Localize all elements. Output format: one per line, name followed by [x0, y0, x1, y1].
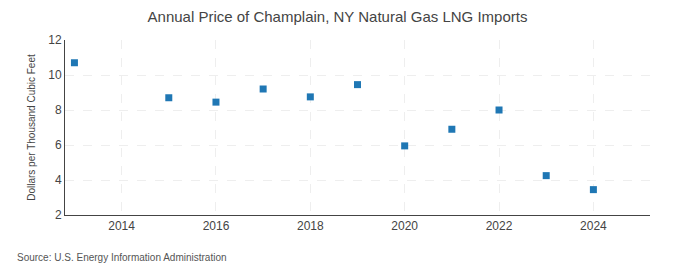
svg-text:2024: 2024 — [580, 219, 607, 233]
svg-text:2022: 2022 — [486, 219, 513, 233]
svg-text:Dollars per Thousand Cubic Fee: Dollars per Thousand Cubic Feet — [26, 54, 37, 201]
svg-text:2016: 2016 — [203, 219, 230, 233]
svg-text:8: 8 — [55, 103, 62, 117]
svg-text:2018: 2018 — [297, 219, 324, 233]
svg-text:4: 4 — [55, 173, 62, 187]
svg-text:2: 2 — [55, 208, 62, 222]
svg-text:6: 6 — [55, 138, 62, 152]
svg-text:2014: 2014 — [108, 219, 135, 233]
svg-text:Source: U.S. Energy Informatio: Source: U.S. Energy Information Administ… — [17, 252, 227, 263]
svg-text:Annual Price of Champlain, NY: Annual Price of Champlain, NY Natural Ga… — [148, 8, 528, 25]
svg-text:12: 12 — [48, 33, 62, 47]
svg-text:2020: 2020 — [391, 219, 418, 233]
svg-text:10: 10 — [48, 68, 62, 82]
